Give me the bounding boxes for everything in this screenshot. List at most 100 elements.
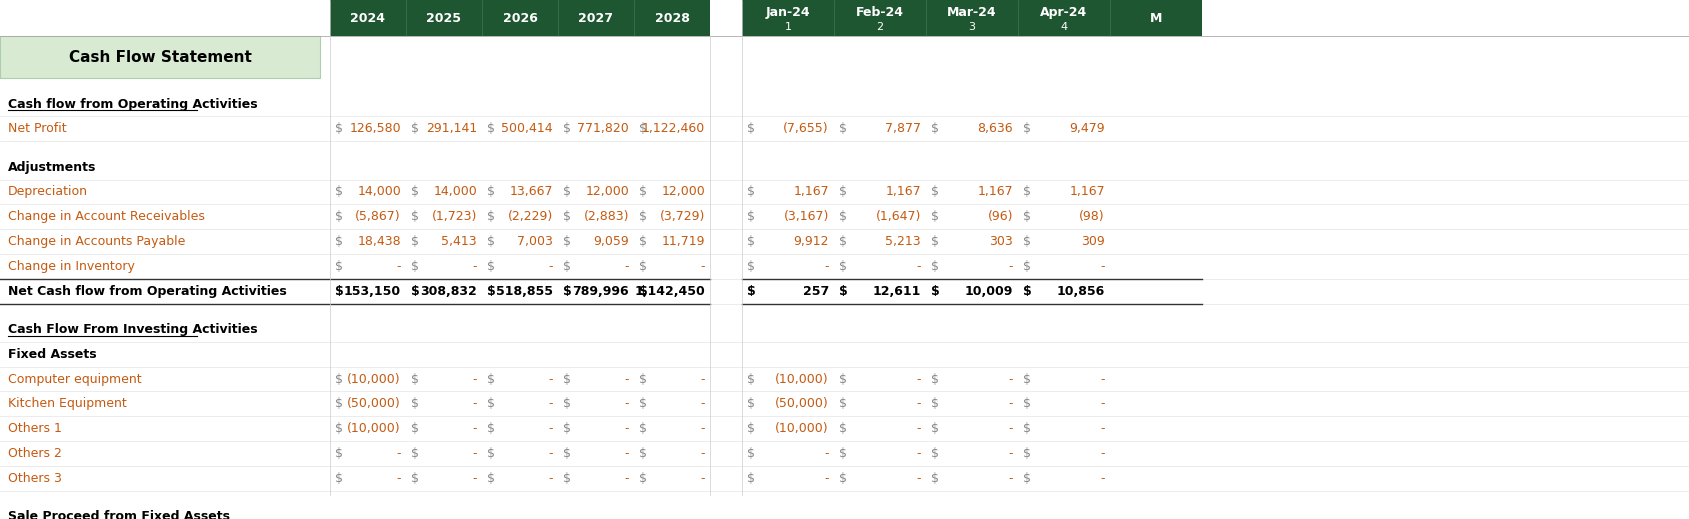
Text: 2027: 2027 bbox=[579, 11, 613, 24]
Text: -: - bbox=[1101, 422, 1105, 435]
Text: 3: 3 bbox=[968, 22, 976, 32]
Text: 1,122,460: 1,122,460 bbox=[642, 122, 704, 135]
Text: $: $ bbox=[747, 398, 755, 411]
Text: $: $ bbox=[839, 185, 846, 198]
Text: -: - bbox=[549, 398, 552, 411]
Text: -: - bbox=[701, 373, 704, 386]
Text: 308,832: 308,832 bbox=[421, 285, 476, 298]
Text: -: - bbox=[625, 447, 628, 460]
Text: (96): (96) bbox=[988, 210, 1013, 223]
Text: $: $ bbox=[638, 398, 647, 411]
Text: $: $ bbox=[486, 260, 495, 273]
Text: -: - bbox=[549, 447, 552, 460]
Text: (1,647): (1,647) bbox=[875, 210, 921, 223]
Text: 771,820: 771,820 bbox=[578, 122, 628, 135]
Text: -: - bbox=[917, 373, 921, 386]
Text: $: $ bbox=[931, 447, 939, 460]
Text: Computer equipment: Computer equipment bbox=[8, 373, 142, 386]
Text: $: $ bbox=[410, 285, 421, 298]
Text: (10,000): (10,000) bbox=[775, 422, 829, 435]
Text: $: $ bbox=[1024, 285, 1032, 298]
Text: 2024: 2024 bbox=[351, 11, 385, 24]
Text: (2,883): (2,883) bbox=[583, 210, 628, 223]
Text: $: $ bbox=[1024, 235, 1030, 248]
Text: $: $ bbox=[334, 210, 343, 223]
Text: $: $ bbox=[839, 398, 846, 411]
Text: -: - bbox=[1101, 398, 1105, 411]
Text: $: $ bbox=[931, 285, 939, 298]
Text: Jan-24: Jan-24 bbox=[765, 6, 811, 19]
Text: Depreciation: Depreciation bbox=[8, 185, 88, 198]
Text: $: $ bbox=[1024, 447, 1030, 460]
Text: $: $ bbox=[410, 122, 419, 135]
Text: Change in Accounts Payable: Change in Accounts Payable bbox=[8, 235, 186, 248]
Text: Others 3: Others 3 bbox=[8, 472, 62, 485]
Text: $: $ bbox=[638, 285, 649, 298]
Text: $: $ bbox=[410, 422, 419, 435]
Text: -: - bbox=[824, 472, 829, 485]
Bar bbox=[0, 36, 319, 78]
Text: -: - bbox=[1008, 472, 1013, 485]
Text: -: - bbox=[1101, 472, 1105, 485]
Text: $: $ bbox=[410, 185, 419, 198]
Text: 309: 309 bbox=[1081, 235, 1105, 248]
Text: (50,000): (50,000) bbox=[348, 398, 400, 411]
Text: $: $ bbox=[486, 210, 495, 223]
Text: $: $ bbox=[486, 472, 495, 485]
Text: $: $ bbox=[1024, 185, 1030, 198]
Text: -: - bbox=[1101, 447, 1105, 460]
Text: -: - bbox=[473, 373, 476, 386]
Text: -: - bbox=[549, 373, 552, 386]
Text: 500,414: 500,414 bbox=[502, 122, 552, 135]
Text: -: - bbox=[1008, 373, 1013, 386]
Text: 153,150: 153,150 bbox=[345, 285, 400, 298]
Text: (10,000): (10,000) bbox=[775, 373, 829, 386]
Text: $: $ bbox=[839, 235, 846, 248]
Text: $: $ bbox=[638, 422, 647, 435]
Text: $: $ bbox=[839, 210, 846, 223]
Text: -: - bbox=[701, 260, 704, 273]
Text: $: $ bbox=[486, 122, 495, 135]
Text: -: - bbox=[397, 447, 400, 460]
Text: $: $ bbox=[931, 235, 939, 248]
Text: $: $ bbox=[562, 285, 573, 298]
Text: (3,167): (3,167) bbox=[784, 210, 829, 223]
Text: $: $ bbox=[931, 210, 939, 223]
Bar bbox=[329, 0, 709, 36]
Text: 1: 1 bbox=[784, 22, 792, 32]
Text: 7,003: 7,003 bbox=[517, 235, 552, 248]
Text: $: $ bbox=[931, 373, 939, 386]
Text: 2028: 2028 bbox=[655, 11, 689, 24]
Text: (50,000): (50,000) bbox=[775, 398, 829, 411]
Text: $: $ bbox=[562, 235, 571, 248]
Text: Feb-24: Feb-24 bbox=[856, 6, 904, 19]
Text: $: $ bbox=[931, 122, 939, 135]
Text: Change in Inventory: Change in Inventory bbox=[8, 260, 135, 273]
Text: $: $ bbox=[486, 447, 495, 460]
Text: $: $ bbox=[562, 472, 571, 485]
Text: 13,667: 13,667 bbox=[510, 185, 552, 198]
Text: $: $ bbox=[1024, 472, 1030, 485]
Text: 12,000: 12,000 bbox=[586, 185, 628, 198]
Text: $: $ bbox=[562, 185, 571, 198]
Text: 303: 303 bbox=[990, 235, 1013, 248]
Text: (1,723): (1,723) bbox=[432, 210, 476, 223]
Text: Others 2: Others 2 bbox=[8, 447, 62, 460]
Text: (5,867): (5,867) bbox=[355, 210, 400, 223]
Text: $: $ bbox=[562, 260, 571, 273]
Text: $: $ bbox=[562, 210, 571, 223]
Text: 1,167: 1,167 bbox=[794, 185, 829, 198]
Text: 14,000: 14,000 bbox=[434, 185, 476, 198]
Text: 789,996: 789,996 bbox=[573, 285, 628, 298]
Text: $: $ bbox=[747, 122, 755, 135]
Text: -: - bbox=[549, 422, 552, 435]
Text: $: $ bbox=[931, 422, 939, 435]
Text: Cash flow from Operating Activities: Cash flow from Operating Activities bbox=[8, 98, 258, 111]
Text: $: $ bbox=[410, 260, 419, 273]
Text: $: $ bbox=[1024, 260, 1030, 273]
Text: $: $ bbox=[839, 422, 846, 435]
Text: -: - bbox=[625, 373, 628, 386]
Text: $: $ bbox=[1024, 422, 1030, 435]
Text: Adjustments: Adjustments bbox=[8, 160, 96, 173]
Text: $: $ bbox=[1024, 398, 1030, 411]
